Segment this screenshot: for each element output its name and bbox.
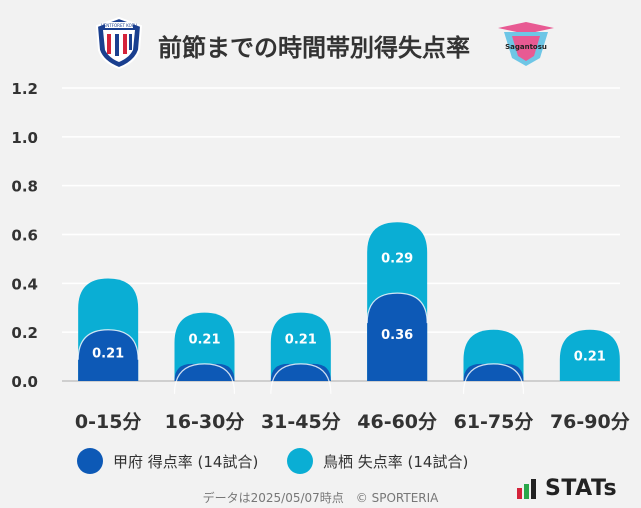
x-tick-label: 61-75分 [454,411,534,433]
away-crest-text: Sagantosu [505,43,547,51]
bar-away [174,312,235,381]
data-label-home: 0.21 [92,346,124,361]
stats-brand: STATs [517,476,617,501]
y-axis-ticks: 0.0 0.2 0.4 0.6 0.8 1.0 1.2 [11,80,38,391]
bar-home [174,363,235,381]
bar-segment-divider [462,363,525,394]
y-tick-label: 1.0 [11,129,38,147]
stats-logo-icon [517,478,536,499]
bar-home [367,293,428,381]
legend-label-home: 甲府 得点率 (14試合) [113,452,259,471]
data-label-away: 0.21 [285,332,317,347]
x-tick-label: 76-90分 [550,411,630,433]
sagan-tosu-crest-icon: Sagantosu [498,22,554,66]
home-crest-text: VENTFORET KOFU [101,23,137,28]
bars: 0.21 0.21 0.21 0.36 0.29 0.21 [77,222,620,394]
header: VENTFORET KOFU 前節までの時間帯別得失点率 Sagantosu [0,14,641,70]
grid-lines [62,87,620,382]
y-tick-label: 0.2 [11,324,38,342]
y-tick-label: 0.0 [11,373,38,391]
legend-item-home: 甲府 得点率 (14試合) [77,448,258,474]
x-tick-label: 16-30分 [165,411,245,433]
bar-away [270,312,331,381]
legend-swatch-home [77,448,103,474]
y-tick-label: 0.6 [11,227,38,245]
data-label-away: 0.21 [188,332,220,347]
legend-item-away: 鳥栖 失点率 (14試合) [287,448,468,474]
data-label-home: 0.36 [381,328,413,343]
bar-segment-divider [270,363,332,394]
ventforet-kofu-crest-icon: VENTFORET KOFU [95,16,143,70]
bar-segment-divider [173,363,236,394]
data-label-away: 0.21 [574,349,606,364]
data-label-away: 0.29 [381,252,413,267]
bar-segment-divider [366,292,428,324]
chart-title: 前節までの時間帯別得失点率 [158,34,470,62]
bar-home [463,363,524,381]
stats-brand-text: STATs [545,476,618,501]
legend-swatch-away [287,448,313,474]
y-tick-label: 0.8 [11,178,38,196]
data-source-note: データは2025/05/07時点 © SPORTERIA [202,491,439,505]
bar-home [270,363,331,381]
bar-segment-divider [77,329,139,360]
x-tick-label: 31-45分 [261,411,341,433]
x-tick-label: 46-60分 [357,411,437,433]
y-tick-label: 1.2 [11,80,38,98]
legend-label-away: 鳥栖 失点率 (14試合) [323,452,469,471]
y-tick-label: 0.4 [11,275,38,293]
x-tick-label: 0-15分 [75,411,142,433]
bar-home [78,329,139,381]
bar-away [559,329,620,381]
x-axis-ticks: 0-15分 16-30分 31-45分 46-60分 61-75分 76-90分 [75,411,630,433]
bar-chart: 0.00.20.40.60.81.01.2 0.210.21 0.21 0.360.… [11,80,630,433]
